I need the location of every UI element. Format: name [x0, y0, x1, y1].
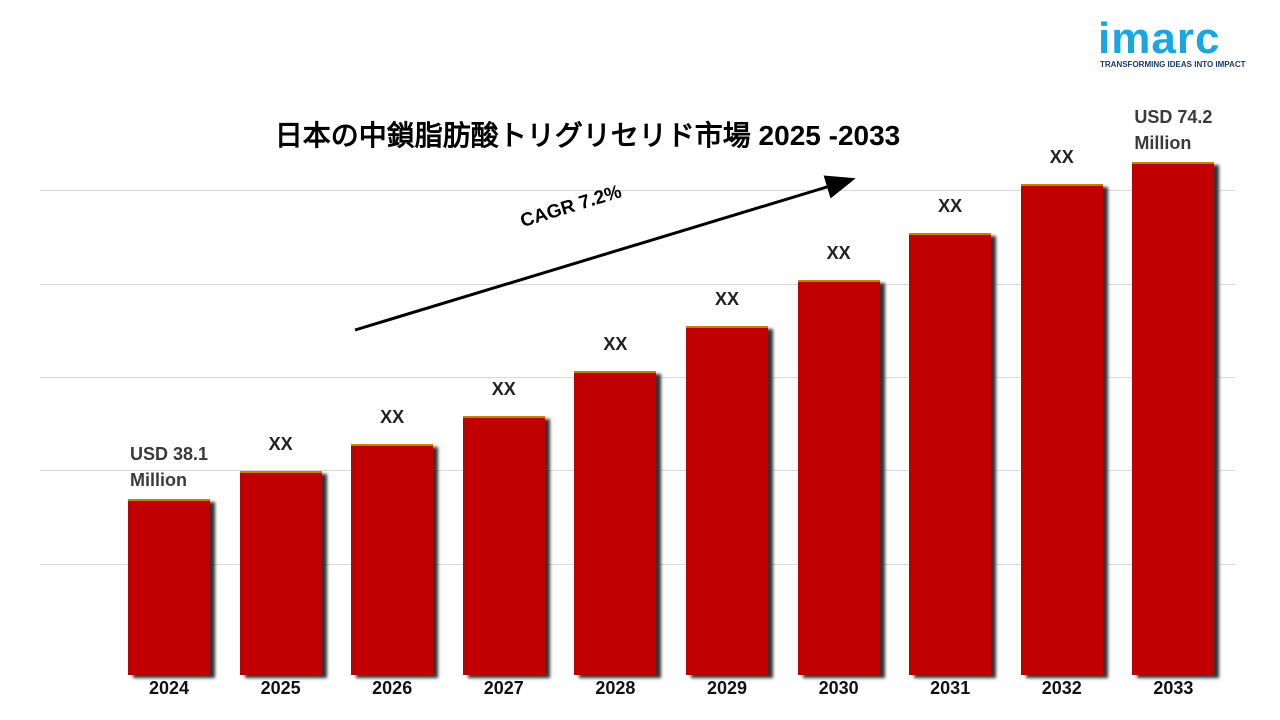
logo-name: imarc [1098, 14, 1221, 63]
x-tick-label: 2029 [706, 678, 748, 698]
data-label: XX [491, 378, 516, 399]
logo-tagline: TRANSFORMING IDEAS INTO IMPACT [1100, 60, 1246, 69]
grid-line [40, 284, 1235, 285]
bar [686, 326, 768, 675]
x-tick-label: 2030 [818, 678, 859, 698]
bar [128, 499, 210, 675]
bar [462, 415, 545, 675]
x-tick-label: 2024 [148, 678, 190, 698]
x-tick-label: 2027 [483, 678, 524, 698]
chart-title: 日本の中鎖脂肪酸トリグリセリド市場 2025 -2033 [274, 120, 901, 151]
data-label: XX [380, 406, 405, 427]
grid-line [40, 190, 1235, 191]
data-label: XX [603, 334, 628, 355]
bar [909, 232, 992, 675]
data-label: USD 38.1 Million [130, 444, 209, 490]
bar [797, 279, 880, 675]
bar [239, 470, 322, 675]
bar [1020, 184, 1103, 675]
x-tick-label: 2031 [930, 678, 971, 698]
data-label: XX [826, 242, 851, 263]
bar [574, 371, 657, 675]
x-tick-label: 2026 [372, 678, 413, 698]
x-tick-label: 2028 [595, 678, 636, 698]
data-label: XX [268, 434, 293, 454]
bar [351, 443, 434, 675]
bar [1132, 162, 1215, 675]
data-label: USD 74.2 Million [1134, 107, 1213, 153]
x-tick-label: 2025 [260, 678, 301, 698]
data-label: XX [938, 195, 963, 216]
data-label: XX [714, 289, 739, 310]
x-tick-label: 2033 [1153, 678, 1194, 698]
x-tick-label: 2032 [1041, 678, 1082, 698]
data-label: XX [1049, 147, 1074, 168]
